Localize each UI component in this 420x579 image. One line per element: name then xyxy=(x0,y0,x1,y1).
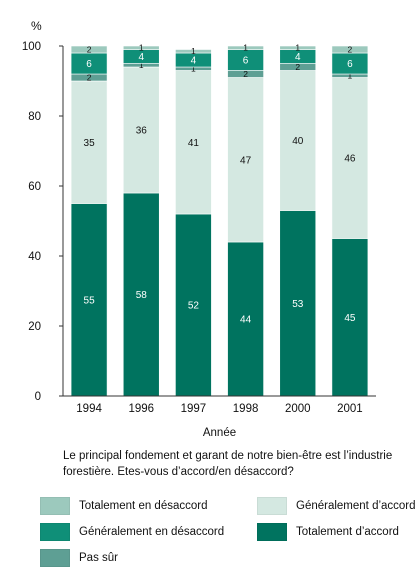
data-label-2001-generalement-d-accord: 46 xyxy=(344,154,356,165)
legend-swatch-totalement-daccord xyxy=(257,523,287,541)
legend-item-pas-sur: Pas sûr xyxy=(40,549,118,567)
data-label-2001-pas-sur: 1 xyxy=(348,71,353,81)
stacked-bar-chart: % 0 20 40 60 80 100 55 35 2 6 2 1994 58 36 1 4 1 1996 52 41 1… xyxy=(22,19,376,439)
data-label-2000-pas-sur: 2 xyxy=(295,62,300,72)
y-tick-label-60: 60 xyxy=(28,181,41,193)
data-label-2001-generalement-en-desaccord: 6 xyxy=(347,59,353,70)
y-tick-label-20: 20 xyxy=(28,321,41,333)
x-tick-label-2000: 2000 xyxy=(285,403,311,415)
legend-item-generalement-daccord: Généralement d’accord xyxy=(257,497,416,515)
bar-1997-totalement-en-desaccord xyxy=(175,49,212,54)
data-label-1997-generalement-en-desaccord: 4 xyxy=(191,56,197,67)
y-axis-unit-label: % xyxy=(31,19,42,33)
data-label-1996-totalement-d-accord: 58 xyxy=(136,290,148,301)
legend-swatch-totalement-en-desaccord xyxy=(40,497,70,515)
bar-1996-totalement-en-desaccord xyxy=(122,45,160,50)
data-label-1997-generalement-d-accord: 41 xyxy=(188,138,200,149)
data-label-1998-pas-sur: 2 xyxy=(243,69,248,79)
data-label-2000-totalement-en-desaccord: 1 xyxy=(295,43,300,53)
legend-swatch-generalement-daccord xyxy=(257,497,287,515)
bar-1996-totalement-d-accord xyxy=(122,192,160,397)
data-label-1994-pas-sur: 2 xyxy=(87,72,92,82)
bar-2000-totalement-en-desaccord xyxy=(279,45,317,50)
y-tick-label-100: 100 xyxy=(22,41,41,53)
y-tick-label-80: 80 xyxy=(28,111,41,123)
data-label-1998-generalement-d-accord: 47 xyxy=(240,155,252,166)
x-tick-label-1996: 1996 xyxy=(128,403,154,415)
data-label-1998-generalement-en-desaccord: 6 xyxy=(243,56,249,67)
legend-item-generalement-en-desaccord: Généralement en désaccord xyxy=(40,523,224,541)
data-label-1997-pas-sur: 1 xyxy=(191,64,196,74)
data-label-1998-totalement-en-desaccord: 1 xyxy=(243,43,248,53)
x-tick-label-1998: 1998 xyxy=(233,403,259,415)
data-label-1996-pas-sur: 1 xyxy=(139,60,144,70)
bar-1994-totalement-en-desaccord xyxy=(70,45,108,54)
x-axis-title: Année xyxy=(203,427,236,439)
data-label-2001-totalement-d-accord: 45 xyxy=(344,313,356,324)
data-label-1997-totalement-en-desaccord: 1 xyxy=(191,46,196,56)
legend-label-totalement-daccord: Totalement d’accord xyxy=(296,526,399,538)
x-tick-label-2001: 2001 xyxy=(337,403,363,415)
bar-1996-generalement-d-accord xyxy=(122,66,160,194)
data-label-1998-totalement-d-accord: 44 xyxy=(240,315,252,326)
data-label-2001-totalement-en-desaccord: 2 xyxy=(348,44,353,54)
legend-swatch-pas-sur xyxy=(40,549,70,567)
legend-swatch-generalement-en-desaccord xyxy=(40,523,70,541)
legend-label-totalement-en-desaccord: Totalement en désaccord xyxy=(79,500,208,512)
data-label-2000-generalement-d-accord: 40 xyxy=(292,136,304,147)
data-label-1994-totalement-en-desaccord: 2 xyxy=(87,44,92,54)
bar-2000-generalement-d-accord xyxy=(279,70,317,211)
data-label-2000-generalement-en-desaccord: 4 xyxy=(295,52,301,63)
legend-item-totalement-daccord: Totalement d’accord xyxy=(257,523,399,541)
legend-label-pas-sur: Pas sûr xyxy=(79,552,118,564)
data-label-1996-generalement-en-desaccord: 4 xyxy=(138,52,144,63)
data-label-2000-totalement-d-accord: 53 xyxy=(292,299,304,310)
data-label-1994-generalement-d-accord: 35 xyxy=(84,138,96,149)
y-tick-label-0: 0 xyxy=(35,391,41,403)
data-label-1994-generalement-en-desaccord: 6 xyxy=(86,59,92,70)
x-tick-label-1997: 1997 xyxy=(181,403,207,415)
data-label-1996-generalement-d-accord: 36 xyxy=(136,126,148,137)
chart-svg: %020406080100553526219945836141199652411… xyxy=(22,19,376,439)
chart-caption: Le principal fondement et garant de notr… xyxy=(63,450,393,478)
bar-1997-totalement-d-accord xyxy=(175,213,212,397)
data-label-1994-totalement-d-accord: 55 xyxy=(84,295,96,306)
legend-label-generalement-en-desaccord: Généralement en désaccord xyxy=(79,526,225,538)
data-label-1997-totalement-d-accord: 52 xyxy=(188,301,200,312)
x-tick-label-1994: 1994 xyxy=(76,403,102,415)
bar-2001-generalement-d-accord xyxy=(331,77,369,239)
bar-2001-totalement-en-desaccord xyxy=(331,45,369,54)
data-label-1996-totalement-en-desaccord: 1 xyxy=(139,43,144,53)
bar-1994-generalement-d-accord xyxy=(70,80,108,204)
legend-label-generalement-daccord: Généralement d’accord xyxy=(296,500,416,512)
legend-item-totalement-en-desaccord: Totalement en désaccord xyxy=(40,497,208,515)
y-tick-label-40: 40 xyxy=(28,251,41,263)
bar-1998-totalement-en-desaccord xyxy=(227,45,264,50)
bar-2001-totalement-d-accord xyxy=(331,238,369,397)
bar-1998-totalement-d-accord xyxy=(227,241,264,397)
